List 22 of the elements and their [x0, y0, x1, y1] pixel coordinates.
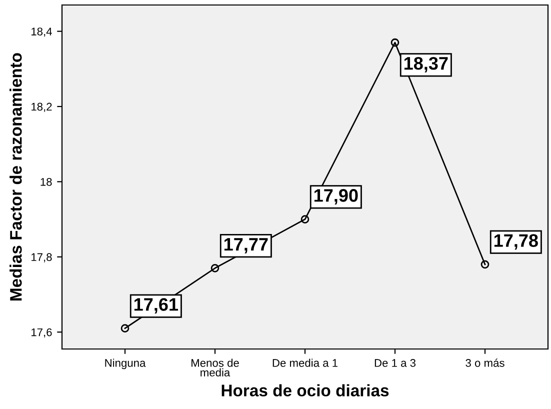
point [120, 324, 130, 332]
y-tick-label: 17,6 [32, 328, 52, 338]
y-tick-label: 18 [40, 178, 52, 186]
x-tick-label: De 1 a 3 [374, 359, 416, 367]
x-tick-label: Menos de media [192, 358, 239, 376]
data-label: 17,77 [224, 238, 268, 254]
data-label: 17,78 [494, 234, 538, 250]
data-label: 18,37 [404, 56, 448, 72]
point [300, 215, 310, 224]
y-tick-label: 17,8 [32, 253, 52, 262]
y-tick-label: 18,4 [32, 28, 52, 37]
x-tick-label: 3 o más [466, 358, 504, 367]
x-tick-label: De media a 1 [272, 358, 338, 367]
y-axis-title: Medias Factor de razonamiento [10, 53, 22, 300]
x-tick-label: Ninguna [105, 358, 146, 370]
data-label: 17,90 [314, 189, 358, 204]
y-tick-label: 18,2 [32, 102, 52, 112]
point [480, 260, 490, 269]
point [210, 264, 220, 272]
data-label: 17,61 [134, 298, 178, 314]
x-axis-title: Horas de ocio diarias [222, 384, 389, 396]
point [390, 38, 400, 47]
